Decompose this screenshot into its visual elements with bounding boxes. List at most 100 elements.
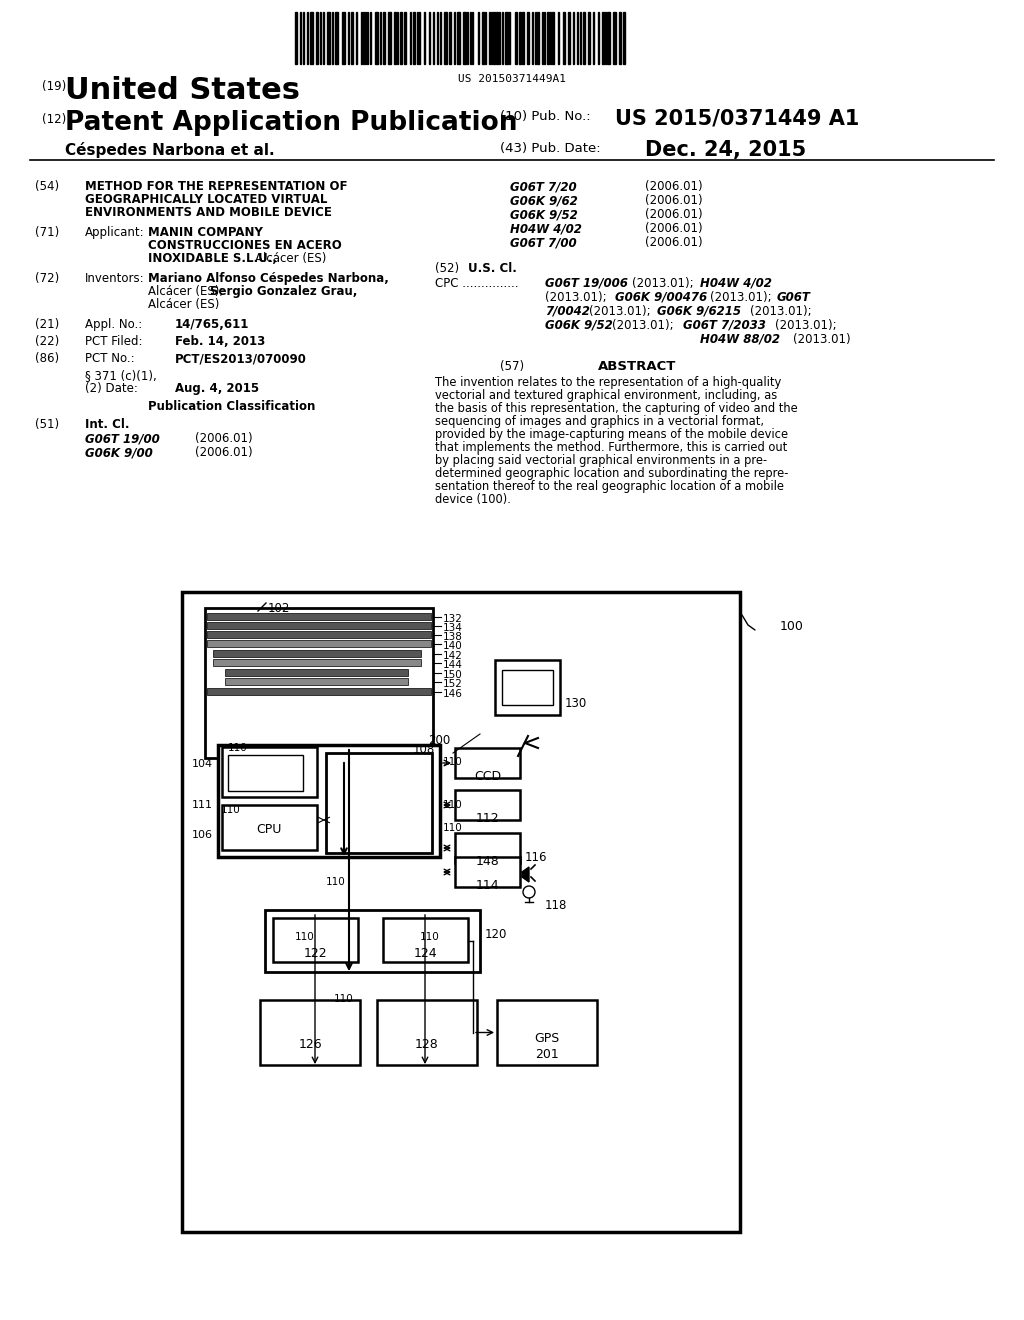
Bar <box>463 12 466 63</box>
Bar <box>222 805 317 850</box>
Text: 124: 124 <box>414 946 437 960</box>
Text: sequencing of images and graphics in a vectorial format,: sequencing of images and graphics in a v… <box>435 414 764 428</box>
Text: 110: 110 <box>228 743 248 752</box>
Text: Appl. No.:: Appl. No.: <box>85 318 142 331</box>
Text: Feb. 14, 2013: Feb. 14, 2013 <box>175 335 265 348</box>
Bar <box>404 12 406 63</box>
Text: 102: 102 <box>268 602 291 615</box>
Bar <box>505 12 508 63</box>
Bar <box>225 678 408 685</box>
Text: G06K 9/52: G06K 9/52 <box>510 209 578 220</box>
Text: Mariano Alfonso Céspedes Narbona,: Mariano Alfonso Céspedes Narbona, <box>148 272 389 285</box>
Text: (43) Pub. Date:: (43) Pub. Date: <box>500 143 601 154</box>
Polygon shape <box>522 867 529 882</box>
Text: MANIN COMPANY: MANIN COMPANY <box>148 226 263 239</box>
Text: 146: 146 <box>443 689 463 700</box>
Bar <box>394 12 396 63</box>
Text: 110: 110 <box>443 756 463 767</box>
Text: (52): (52) <box>435 261 459 275</box>
Bar <box>537 12 539 63</box>
Bar <box>310 12 313 63</box>
Text: 140: 140 <box>443 642 463 651</box>
Bar <box>351 12 353 63</box>
Bar <box>623 12 625 63</box>
Text: CPU: CPU <box>256 822 282 836</box>
Text: (2006.01): (2006.01) <box>645 209 702 220</box>
Text: ENVIRONMENTS AND MOBILE DEVICE: ENVIRONMENTS AND MOBILE DEVICE <box>85 206 332 219</box>
Bar <box>218 744 440 857</box>
Bar <box>377 1001 477 1065</box>
Text: 150: 150 <box>443 671 463 680</box>
Text: G06K 9/00476: G06K 9/00476 <box>615 290 708 304</box>
Text: (2) Date:: (2) Date: <box>85 381 138 395</box>
Bar <box>588 12 590 63</box>
Text: (2013.01);: (2013.01); <box>775 319 837 333</box>
Text: H04W 4/02: H04W 4/02 <box>510 222 582 235</box>
Text: Céspedes Narbona et al.: Céspedes Narbona et al. <box>65 143 274 158</box>
Text: 134: 134 <box>443 623 463 634</box>
Bar <box>457 12 460 63</box>
Text: 110: 110 <box>326 876 346 887</box>
Text: (2013.01): (2013.01) <box>793 333 851 346</box>
Text: G06K 9/62: G06K 9/62 <box>510 194 578 207</box>
Text: Inventors:: Inventors: <box>85 272 144 285</box>
Bar <box>455 748 520 777</box>
Bar <box>375 12 378 63</box>
Bar <box>207 612 431 620</box>
Text: Applicant:: Applicant: <box>85 226 144 239</box>
Text: INOXIDABLE S.L.U.,: INOXIDABLE S.L.U., <box>148 252 278 265</box>
Text: G06K 9/6215: G06K 9/6215 <box>657 305 741 318</box>
Bar <box>400 12 402 63</box>
Text: United States: United States <box>65 77 300 106</box>
Bar <box>602 12 604 63</box>
Text: 200: 200 <box>428 734 450 747</box>
Text: (72): (72) <box>35 272 59 285</box>
Text: (2013.01);: (2013.01); <box>612 319 674 333</box>
Text: 142: 142 <box>443 651 463 661</box>
Text: Alcácer (ES): Alcácer (ES) <box>148 298 219 312</box>
Text: 104: 104 <box>191 759 213 770</box>
Text: 100: 100 <box>780 620 804 634</box>
Bar <box>482 12 484 63</box>
Text: (12): (12) <box>42 114 67 125</box>
Text: (2006.01): (2006.01) <box>645 194 702 207</box>
Bar <box>613 12 616 63</box>
Text: 138: 138 <box>443 632 463 642</box>
Bar <box>342 12 345 63</box>
Bar <box>213 659 421 667</box>
Bar <box>326 752 432 853</box>
Bar <box>205 609 433 758</box>
Text: (2013.01);: (2013.01); <box>710 290 772 304</box>
Bar <box>515 12 517 63</box>
Text: H04W 88/02: H04W 88/02 <box>700 333 780 346</box>
Text: 110: 110 <box>221 805 241 814</box>
Text: (2013.01);: (2013.01); <box>589 305 650 318</box>
Text: 130: 130 <box>565 697 587 710</box>
Bar <box>388 12 391 63</box>
Bar <box>552 12 554 63</box>
Text: determined geographic location and subordinating the repre-: determined geographic location and subor… <box>435 467 788 480</box>
Bar <box>497 1001 597 1065</box>
Text: PCT/ES2013/070090: PCT/ES2013/070090 <box>175 352 307 366</box>
Text: 112: 112 <box>476 812 500 825</box>
Text: (71): (71) <box>35 226 59 239</box>
Text: ABSTRACT: ABSTRACT <box>598 360 676 374</box>
Bar <box>522 12 524 63</box>
Bar <box>455 833 520 863</box>
Bar <box>527 12 529 63</box>
Bar <box>496 12 498 63</box>
Bar <box>563 12 565 63</box>
Text: G06T 7/20: G06T 7/20 <box>510 180 577 193</box>
Text: G06T 19/00: G06T 19/00 <box>85 432 160 445</box>
Bar <box>222 747 317 797</box>
Text: 110: 110 <box>295 932 314 942</box>
Text: GEOGRAPHICALLY LOCATED VIRTUAL: GEOGRAPHICALLY LOCATED VIRTUAL <box>85 193 328 206</box>
Bar <box>413 12 415 63</box>
Bar <box>316 12 318 63</box>
Text: 110: 110 <box>443 800 463 810</box>
Text: 126: 126 <box>298 1038 322 1051</box>
Text: (2006.01): (2006.01) <box>195 432 253 445</box>
Text: 120: 120 <box>485 928 507 941</box>
Text: 108: 108 <box>413 743 435 756</box>
Text: § 371 (c)(1),: § 371 (c)(1), <box>85 370 157 381</box>
